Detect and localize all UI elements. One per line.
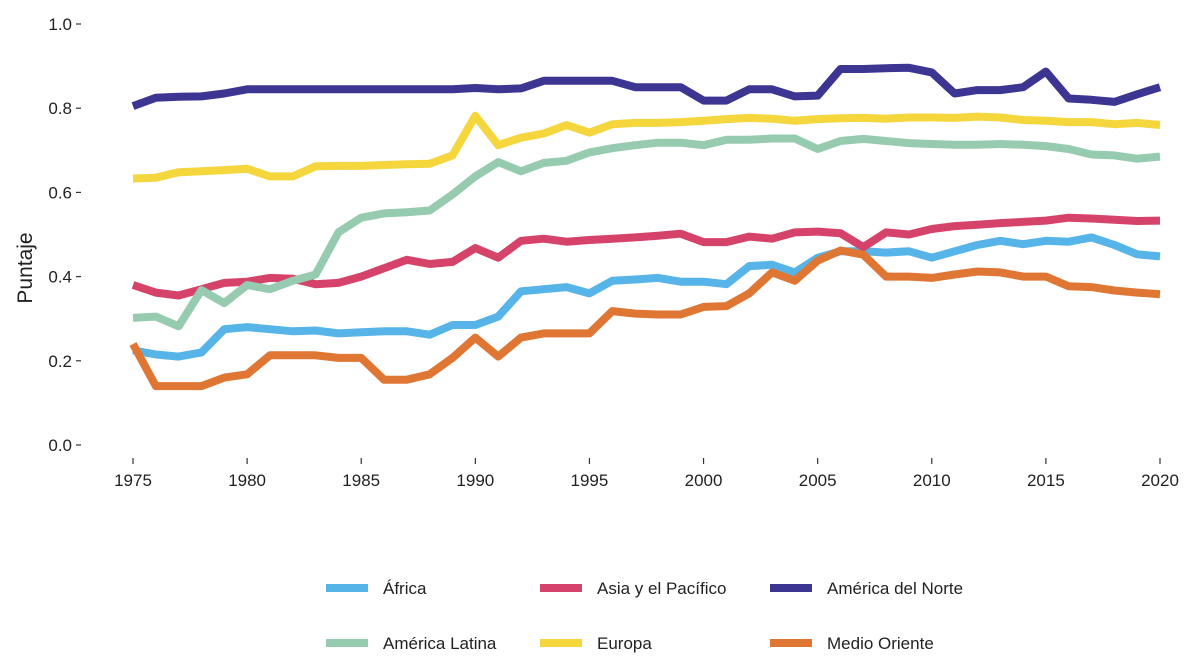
y-axis: 0.0 0.2 0.4 0.6 0.8 1.0 [48,15,81,455]
y-tick-label: 0.8 [48,99,72,118]
x-axis: 1975 1980 1985 1990 1995 2000 2005 2010 2015 2020 [114,458,1179,490]
legend-label-1: Asia y el Pacífico [597,579,726,598]
series-line-2 [131,63,1162,110]
x-tick-label: 1985 [342,471,380,490]
y-tick-label: 0.6 [48,183,72,202]
legend-label-0: África [383,579,427,598]
x-tick-label: 2020 [1141,471,1179,490]
x-tick-label: 2000 [685,471,723,490]
series-line-4 [132,111,1161,183]
x-tick-label: 1990 [456,471,494,490]
legend-label-2: América del Norte [827,579,963,598]
legend: África Asia y el Pacífico América del Nort… [326,579,963,653]
legend-label-5: Medio Oriente [827,634,934,653]
x-tick-label: 2010 [913,471,951,490]
legend-label-4: Europa [597,634,652,653]
x-tick-label: 1995 [571,471,609,490]
series-layer [129,63,1162,391]
x-tick-label: 2015 [1027,471,1065,490]
y-tick-label: 0.0 [48,436,72,455]
x-tick-label: 1980 [228,471,266,490]
y-tick-label: 1.0 [48,15,72,34]
x-tick-label: 2005 [799,471,837,490]
series-line-3 [132,134,1161,331]
legend-label-3: América Latina [383,634,497,653]
y-axis-title: Puntaje [14,232,37,303]
y-tick-label: 0.2 [48,352,72,371]
y-tick-label: 0.4 [48,268,72,287]
series-line-5 [129,246,1161,391]
series-line-0 [132,233,1161,361]
x-tick-label: 1975 [114,471,152,490]
